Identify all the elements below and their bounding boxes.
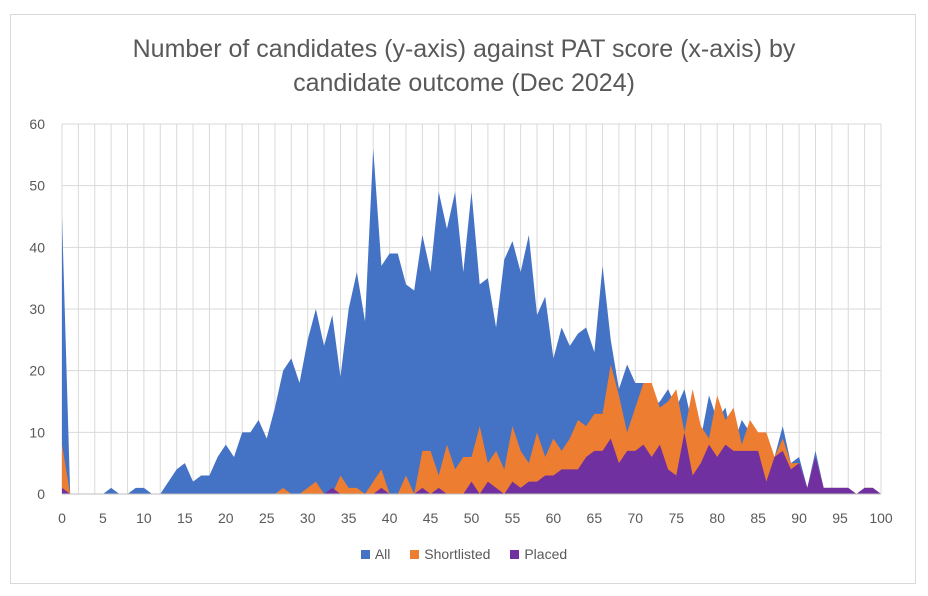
tick-labels: 0 10 20 30 40 50 60 0 5 10 15 20 25 30 35 40 45 50 55 60 65 7… — [29, 116, 892, 526]
x-tick-label: 75 — [668, 510, 684, 526]
y-tick-label: 30 — [29, 301, 45, 317]
x-tick-label: 60 — [546, 510, 562, 526]
series-areas — [62, 148, 881, 495]
y-tick-label: 60 — [29, 116, 45, 132]
y-tick-label: 10 — [29, 424, 45, 440]
area-shortlisted — [62, 364, 881, 494]
x-tick-label: 70 — [628, 510, 644, 526]
legend-item-all: All — [360, 546, 391, 562]
x-tick-label: 100 — [869, 510, 893, 526]
x-tick-label: 50 — [464, 510, 480, 526]
chart-title-line-1: Number of candidates (y-axis) against PA… — [132, 35, 796, 63]
x-tick-label: 40 — [382, 510, 398, 526]
x-tick-label: 20 — [218, 510, 234, 526]
x-tick-label: 5 — [99, 510, 107, 526]
x-tick-label: 65 — [587, 510, 603, 526]
legend-label-placed: Placed — [524, 546, 568, 562]
y-tick-label: 50 — [29, 178, 45, 194]
area-placed — [62, 432, 881, 494]
legend-item-shortlisted: Shortlisted — [410, 546, 490, 562]
x-tick-label: 95 — [832, 510, 848, 526]
y-tick-label: 40 — [29, 239, 45, 255]
legend: All Shortlisted Placed — [0, 546, 928, 562]
x-tick-label: 45 — [423, 510, 439, 526]
legend-swatch-all — [360, 550, 370, 559]
x-tick-label: 35 — [341, 510, 357, 526]
x-tick-label: 10 — [136, 510, 152, 526]
x-tick-label: 25 — [259, 510, 275, 526]
x-tick-label: 0 — [58, 510, 66, 526]
legend-swatch-placed — [510, 550, 520, 559]
x-tick-label: 30 — [300, 510, 316, 526]
y-tick-label: 0 — [37, 486, 45, 502]
area-all — [62, 148, 881, 495]
x-tick-label: 55 — [505, 510, 521, 526]
x-tick-label: 80 — [709, 510, 725, 526]
x-tick-label: 85 — [750, 510, 766, 526]
legend-label-shortlisted: Shortlisted — [424, 546, 491, 562]
chart-title: Number of candidates (y-axis) against PA… — [0, 32, 928, 100]
legend-label-all: All — [374, 546, 391, 562]
legend-swatch-shortlisted — [410, 550, 420, 559]
x-tick-label: 15 — [177, 510, 193, 526]
chart-title-line-2: candidate outcome (Dec 2024) — [293, 69, 635, 97]
legend-item-placed: Placed — [510, 546, 567, 562]
x-tick-label: 90 — [791, 510, 807, 526]
y-tick-label: 20 — [29, 363, 45, 379]
